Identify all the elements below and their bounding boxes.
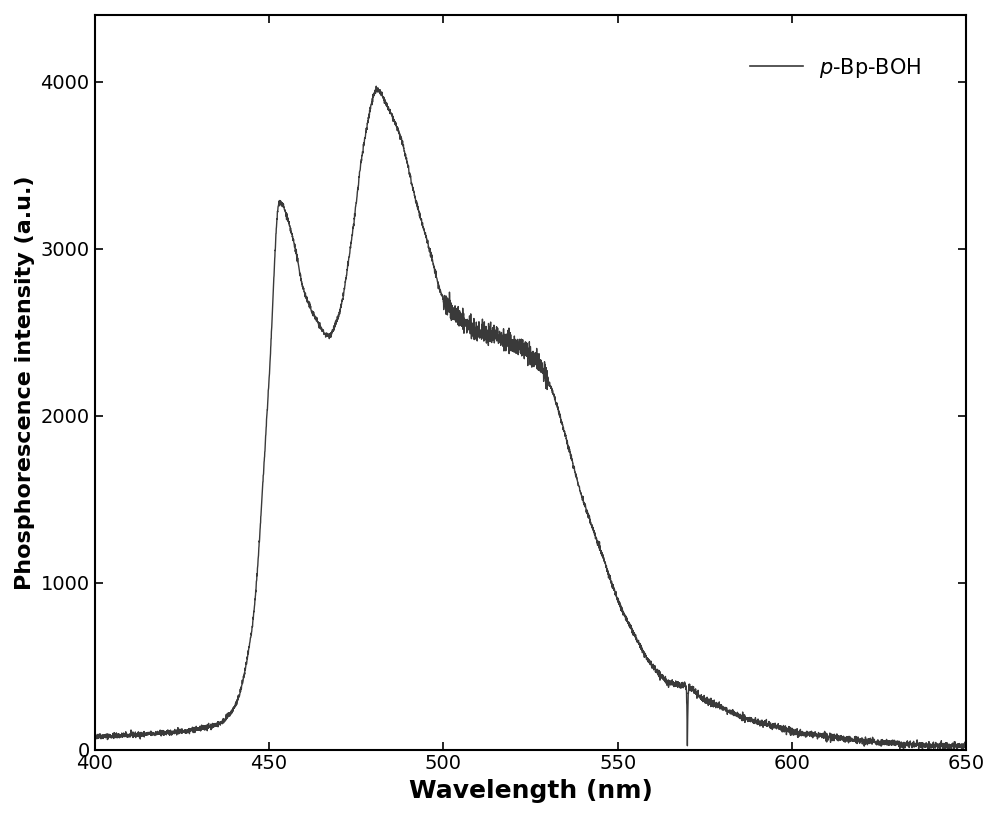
X-axis label: Wavelength (nm): Wavelength (nm) [409,779,652,803]
Legend: $p$-Bp-BOH: $p$-Bp-BOH [742,47,930,88]
Y-axis label: Phosphorescence intensity (a.u.): Phosphorescence intensity (a.u.) [15,175,35,590]
